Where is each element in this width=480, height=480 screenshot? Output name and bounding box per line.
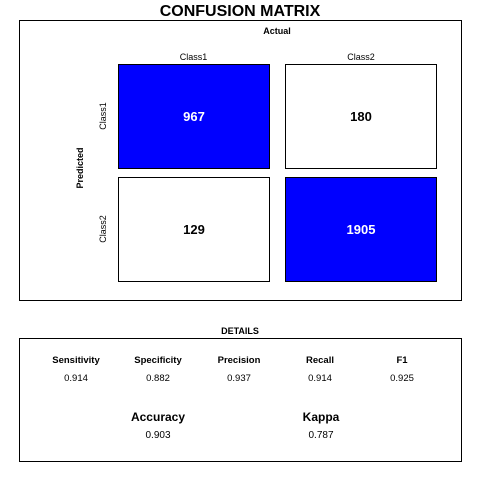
column-label-class2: Class2 (347, 52, 375, 62)
details-panel (19, 338, 462, 462)
predicted-axis-label: Predicted (75, 147, 85, 189)
metric-value-precision: 0.937 (227, 373, 251, 384)
row-label-class2: Class2 (98, 215, 108, 243)
actual-axis-label: Actual (263, 26, 291, 36)
cell-class2-class2: 1905 (285, 177, 437, 282)
metric-value-kappa: 0.787 (308, 430, 334, 441)
metric-name-sensitivity: Sensitivity (52, 355, 100, 366)
chart-title: CONFUSION MATRIX (159, 3, 321, 20)
metric-value-accuracy: 0.903 (145, 430, 171, 441)
metric-name-precision: Precision (217, 355, 261, 366)
metric-name-accuracy: Accuracy (130, 410, 186, 424)
cell-class1-class2: 180 (285, 64, 437, 169)
metric-name-recall: Recall (306, 355, 334, 366)
metric-name-f1: F1 (396, 355, 408, 366)
cell-class1-class1: 967 (118, 64, 270, 169)
metric-name-kappa: Kappa (302, 410, 340, 424)
column-label-class1: Class1 (179, 52, 208, 62)
metric-value-f1: 0.925 (390, 373, 414, 384)
details-heading: DETAILS (221, 326, 259, 336)
metric-value-sensitivity: 0.914 (64, 373, 88, 384)
cell-class2-class1: 129 (118, 177, 270, 282)
metric-value-specificity: 0.882 (146, 373, 170, 384)
metric-value-recall: 0.914 (308, 373, 332, 384)
row-label-class1: Class1 (98, 102, 108, 130)
metric-name-specificity: Specificity (134, 355, 182, 366)
